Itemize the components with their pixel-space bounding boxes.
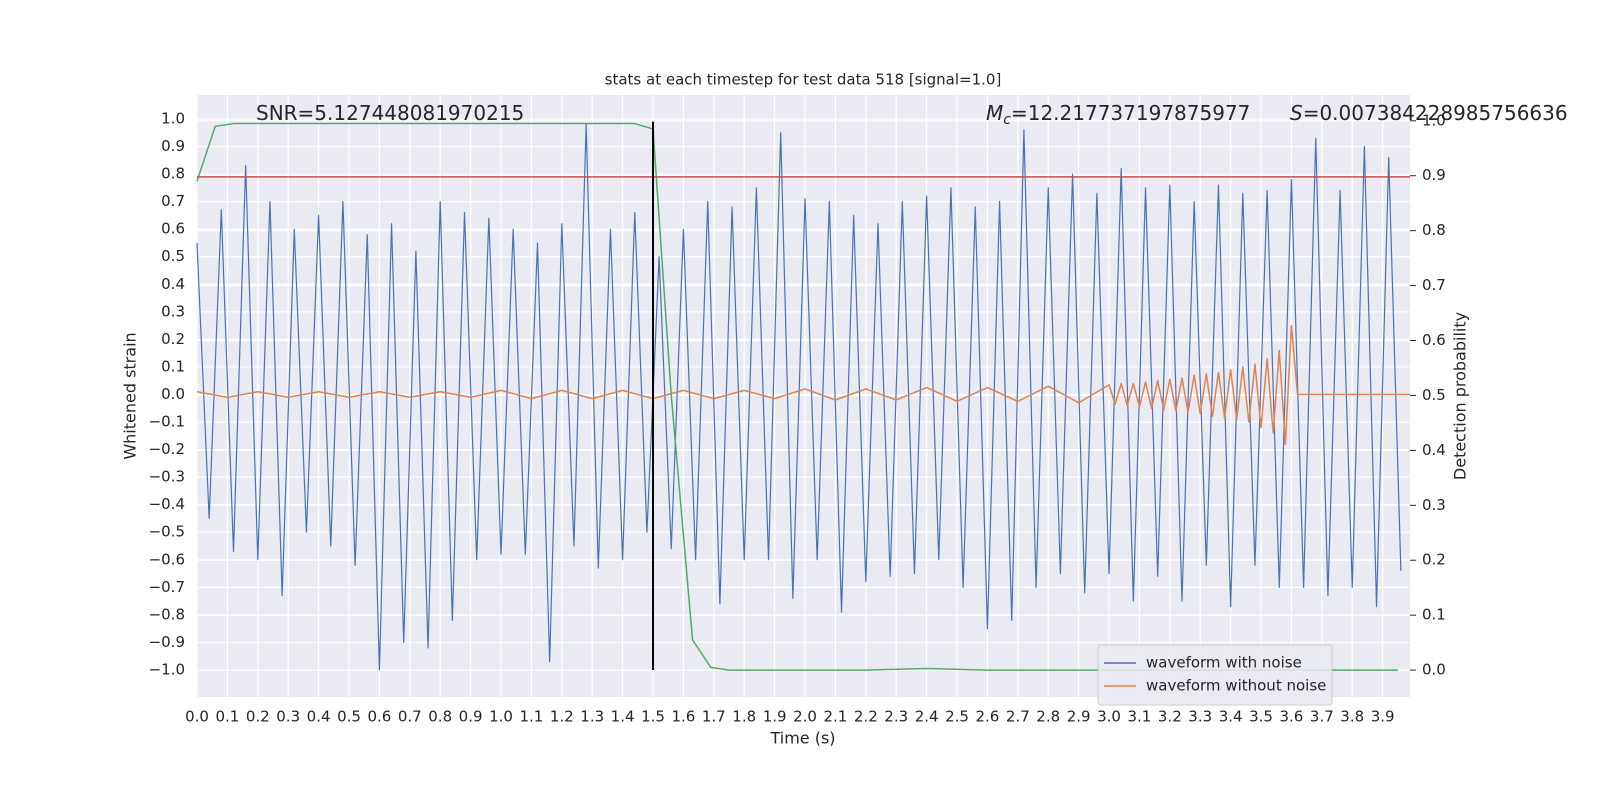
y-tick-label: −1.0 xyxy=(149,660,185,678)
x-tick-label: 3.8 xyxy=(1340,708,1364,726)
x-tick-label: 3.3 xyxy=(1188,708,1212,726)
y-tick-label: 0.8 xyxy=(161,165,185,183)
y-tick-label: 0.3 xyxy=(161,302,185,320)
x-tick-label: 0.9 xyxy=(459,708,483,726)
y2-tick-label: 0.1 xyxy=(1422,606,1446,624)
y-tick-label: 0.1 xyxy=(161,357,185,375)
x-tick-label: 2.6 xyxy=(975,708,999,726)
y2-tick-label: 0.7 xyxy=(1422,276,1446,294)
x-tick-label: 3.0 xyxy=(1097,708,1121,726)
x-tick-label: 1.9 xyxy=(763,708,787,726)
annotation-text: =12.217737197875977 xyxy=(1011,101,1250,125)
y-tick-label: −0.4 xyxy=(149,495,185,513)
x-tick-label: 1.4 xyxy=(611,708,635,726)
y-tick-label: −0.9 xyxy=(149,633,185,651)
x-tick-label: 1.0 xyxy=(489,708,513,726)
y-tick-label: 0.5 xyxy=(161,247,185,265)
legend: waveform with noise waveform without nois… xyxy=(1097,644,1333,706)
x-tick-label: 2.3 xyxy=(884,708,908,726)
x-tick-label: 0.5 xyxy=(337,708,361,726)
y2-tick-label: 0.9 xyxy=(1422,166,1446,184)
x-tick-label: 1.1 xyxy=(519,708,543,726)
y-axis-label: Whitened strain xyxy=(121,332,140,459)
y-tick-label: 0.0 xyxy=(161,385,185,403)
annotation: S=0.007384228985756636 xyxy=(1290,101,1568,125)
x-tick-label: 3.1 xyxy=(1128,708,1152,726)
y2-tick-label: 0.6 xyxy=(1422,331,1446,349)
annotation-subscript: c xyxy=(1003,112,1011,128)
y-tick-label: 0.9 xyxy=(161,137,185,155)
y-tick-label: −0.8 xyxy=(149,605,185,623)
x-tick-label: 0.1 xyxy=(215,708,239,726)
y2-tick-label: 1.0 xyxy=(1422,111,1446,129)
y-tick-label: 0.6 xyxy=(161,220,185,238)
x-tick-label: 1.2 xyxy=(550,708,574,726)
annotation-symbol: M xyxy=(986,101,1003,125)
x-tick-label: 0.0 xyxy=(185,708,209,726)
x-tick-label: 1.6 xyxy=(671,708,695,726)
annotation-text: SNR=5.127448081970215 xyxy=(256,101,524,125)
series-line xyxy=(196,123,1402,671)
x-tick-label: 1.7 xyxy=(702,708,726,726)
y2-tick-label: 0.3 xyxy=(1422,496,1446,514)
y2-tick-label: 0.0 xyxy=(1422,661,1446,679)
x-tick-label: 0.7 xyxy=(398,708,422,726)
y-tick-label: −0.2 xyxy=(149,440,185,458)
y-tick-label: 0.2 xyxy=(161,330,185,348)
annotation: SNR=5.127448081970215 xyxy=(256,101,524,125)
legend-box xyxy=(1097,644,1333,706)
x-tick-label: 3.2 xyxy=(1158,708,1182,726)
y2-tick-label: 0.5 xyxy=(1422,386,1446,404)
x-tick-label: 3.6 xyxy=(1280,708,1304,726)
y2-tick-label: 0.8 xyxy=(1422,221,1446,239)
x-axis-label: Time (s) xyxy=(769,729,835,748)
y2-axis-label: Detection probability xyxy=(1451,312,1470,480)
x-tick-label: 2.2 xyxy=(854,708,878,726)
legend-label: waveform without noise xyxy=(1146,677,1326,695)
x-tick-label: 3.7 xyxy=(1310,708,1334,726)
x-tick-label: 0.6 xyxy=(367,708,391,726)
y-tick-label: −0.7 xyxy=(149,578,185,596)
x-tick-label: 1.5 xyxy=(641,708,665,726)
x-tick-label: 1.3 xyxy=(580,708,604,726)
labels: 0.0 0.1 0.2 0.3 0.4 0.5 0.6 0.7 0.8 0.9 1.0 1.1 1.2 1… xyxy=(149,101,1568,726)
y-tick-label: −0.5 xyxy=(149,523,185,541)
x-tick-label: 1.8 xyxy=(732,708,756,726)
y2-tick-label: 0.4 xyxy=(1422,441,1446,459)
y-tick-label: −0.3 xyxy=(149,468,185,486)
x-tick-label: 2.7 xyxy=(1006,708,1030,726)
x-tick-label: 0.4 xyxy=(307,708,331,726)
series-line xyxy=(196,324,1410,445)
x-tick-label: 2.8 xyxy=(1036,708,1060,726)
x-tick-label: 2.0 xyxy=(793,708,817,726)
x-tick-label: 0.2 xyxy=(246,708,270,726)
x-tick-label: 3.9 xyxy=(1371,708,1395,726)
x-tick-label: 2.9 xyxy=(1067,708,1091,726)
y-tick-label: 0.4 xyxy=(161,275,185,293)
x-tick-label: 0.8 xyxy=(428,708,452,726)
legend-label: waveform with noise xyxy=(1146,654,1302,672)
y-tick-label: −0.6 xyxy=(149,550,185,568)
x-tick-label: 0.3 xyxy=(276,708,300,726)
annotation-symbol: S xyxy=(1290,101,1303,125)
y-tick-label: 0.7 xyxy=(161,192,185,210)
x-tick-label: 3.4 xyxy=(1219,708,1243,726)
x-tick-label: 2.1 xyxy=(823,708,847,726)
y2-tick-label: 0.2 xyxy=(1422,551,1446,569)
annotation: Mc=12.217737197875977 xyxy=(986,101,1250,129)
x-tick-label: 3.5 xyxy=(1249,708,1273,726)
x-tick-label: 2.5 xyxy=(945,708,969,726)
annotation-text: =0.007384228985756636 xyxy=(1303,101,1568,125)
y-tick-label: −0.1 xyxy=(149,413,185,431)
x-tick-label: 2.4 xyxy=(915,708,939,726)
chart-title: stats at each timestep for test data 518… xyxy=(605,71,1002,89)
y-tick-label: 1.0 xyxy=(161,109,185,127)
